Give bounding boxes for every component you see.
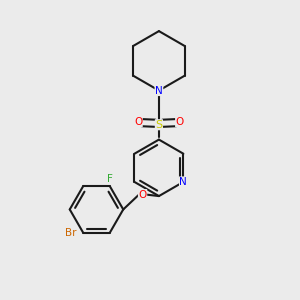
Text: N: N [155, 85, 163, 96]
Text: S: S [155, 120, 163, 130]
Text: O: O [176, 117, 184, 127]
Text: O: O [138, 190, 147, 200]
Text: Br: Br [65, 228, 77, 238]
Text: O: O [134, 117, 142, 127]
Text: N: N [179, 177, 187, 187]
Text: F: F [107, 174, 113, 184]
